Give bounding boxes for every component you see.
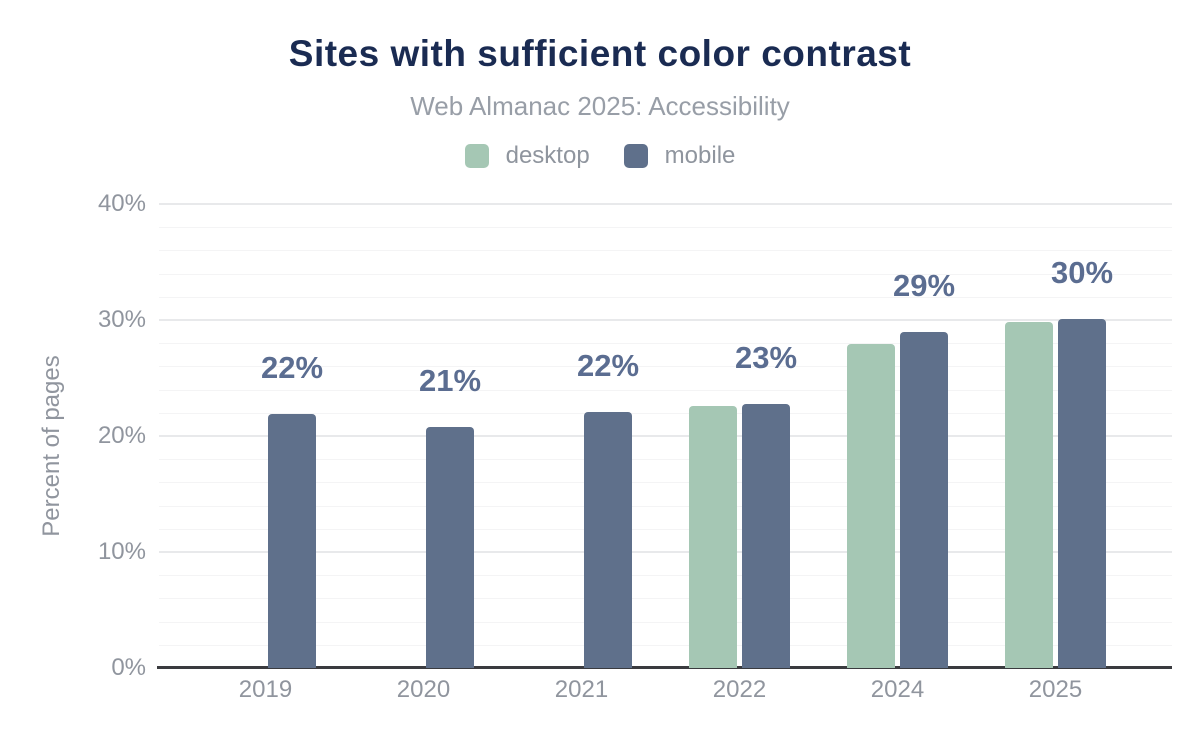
legend-label-mobile: mobile — [664, 142, 736, 169]
bar-mobile-2025[interactable] — [1058, 318, 1106, 668]
gridline-minor-24 — [159, 389, 1172, 391]
chart-title: Sites with sufficient color contrast — [288, 33, 912, 74]
bar-desktop-2024[interactable] — [847, 344, 895, 668]
legend-swatch-mobile-icon — [623, 144, 648, 168]
data-label-2019: 22% — [260, 349, 324, 385]
x-tick-label-2022: 2022 — [712, 676, 767, 703]
y-tick-label-30: 30% — [97, 306, 146, 333]
data-label-2024: 29% — [892, 267, 956, 303]
data-label-2022: 23% — [734, 339, 798, 375]
bar-desktop-2025[interactable] — [1005, 322, 1053, 668]
legend-label-desktop: desktop — [505, 142, 590, 169]
gridline-minor-36 — [159, 250, 1172, 252]
data-label-2021: 22% — [576, 347, 640, 383]
y-tick-label-10: 10% — [97, 538, 146, 565]
x-tick-label-2020: 2020 — [396, 676, 451, 703]
x-tick-label-2019: 2019 — [238, 676, 293, 703]
y-tick-label-0: 0% — [111, 654, 146, 681]
x-tick-label-2021: 2021 — [554, 676, 609, 703]
gridline-major-30 — [159, 319, 1172, 321]
gridline-minor-32 — [159, 296, 1172, 298]
gridline-minor-26 — [159, 366, 1172, 368]
gridline-major-40 — [159, 203, 1172, 205]
legend-item-mobile[interactable]: mobile — [623, 142, 736, 170]
bar-mobile-2022[interactable] — [742, 403, 790, 668]
bar-mobile-2019[interactable] — [268, 413, 316, 668]
x-tick-label-2024: 2024 — [870, 676, 925, 703]
x-tick-label-2025: 2025 — [1028, 676, 1083, 703]
y-tick-label-40: 40% — [97, 190, 146, 217]
bar-mobile-2020[interactable] — [426, 426, 474, 668]
gridline-major-10 — [159, 551, 1172, 553]
data-label-2025: 30% — [1050, 254, 1114, 290]
gridline-minor-8 — [159, 575, 1172, 577]
gridline-minor-6 — [159, 598, 1172, 600]
gridline-minor-38 — [159, 227, 1172, 229]
gridline-minor-14 — [159, 505, 1172, 507]
gridline-minor-22 — [159, 412, 1172, 414]
legend-item-desktop[interactable]: desktop — [464, 142, 590, 170]
chart-subtitle: Web Almanac 2025: Accessibility — [410, 91, 790, 121]
gridline-minor-34 — [159, 273, 1172, 275]
gridline-minor-18 — [159, 459, 1172, 461]
legend-swatch-desktop-icon — [464, 144, 489, 168]
y-tick-label-20: 20% — [97, 422, 146, 449]
bar-mobile-2021[interactable] — [584, 411, 632, 668]
chart-legend: desktop mobile — [0, 142, 1200, 170]
gridline-minor-28 — [159, 343, 1172, 345]
gridline-minor-12 — [159, 528, 1172, 530]
gridline-minor-16 — [159, 482, 1172, 484]
bar-desktop-2022[interactable] — [689, 405, 737, 668]
x-axis-line — [157, 666, 1172, 669]
data-label-2020: 21% — [418, 362, 482, 398]
gridline-major-20 — [159, 435, 1172, 437]
bar-mobile-2024[interactable] — [900, 331, 948, 668]
gridline-minor-4 — [159, 621, 1172, 623]
gridline-minor-2 — [159, 644, 1172, 646]
